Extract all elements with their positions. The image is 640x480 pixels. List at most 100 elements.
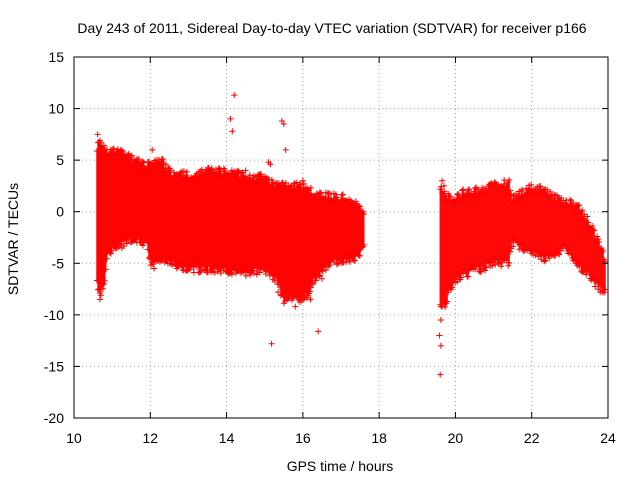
- data-point: [250, 270, 257, 277]
- data-point: [581, 211, 588, 218]
- data-point: [548, 193, 555, 200]
- data-point: [114, 242, 121, 249]
- data-point-outlier: [229, 128, 236, 135]
- data-point: [570, 199, 577, 206]
- data-point: [316, 189, 323, 196]
- data-point: [102, 266, 109, 273]
- data-point: [584, 213, 591, 220]
- data-point: [139, 158, 146, 165]
- data-point: [442, 303, 449, 310]
- data-point-outlier: [242, 167, 249, 174]
- y-tick-label: 5: [56, 152, 64, 168]
- y-axis-tick-labels: 15 10 5 0 -5 -10 -15 -20: [44, 49, 64, 426]
- data-point: [262, 270, 269, 277]
- data-point-outlier: [267, 161, 274, 168]
- data-point: [162, 161, 169, 168]
- data-point: [360, 241, 367, 248]
- data-point: [306, 288, 313, 295]
- data-point: [498, 263, 505, 270]
- data-point-outlier: [437, 317, 444, 324]
- data-point: [101, 277, 108, 284]
- data-point: [506, 176, 513, 183]
- data-point: [355, 202, 362, 209]
- data-point-outlier: [278, 117, 285, 124]
- data-point: [156, 258, 163, 265]
- data-point-outlier: [292, 303, 299, 310]
- data-point: [459, 187, 466, 194]
- data-point: [208, 165, 215, 172]
- data-point: [307, 184, 314, 191]
- data-point: [307, 284, 314, 291]
- data-point: [460, 186, 467, 193]
- y-tick-label: -5: [52, 255, 65, 271]
- data-point: [445, 289, 452, 296]
- x-tick-label: 10: [66, 430, 82, 446]
- data-point: [339, 191, 346, 198]
- data-point: [505, 262, 512, 269]
- data-point: [516, 246, 523, 253]
- data-series-sdtvar: [93, 92, 609, 378]
- data-point: [567, 196, 574, 203]
- data-point: [544, 186, 551, 193]
- data-point: [592, 283, 599, 290]
- data-point: [492, 179, 499, 186]
- data-point-outlier: [94, 131, 101, 138]
- data-point: [217, 168, 224, 175]
- data-point: [501, 177, 508, 184]
- data-point-outlier: [436, 332, 443, 339]
- data-point: [312, 277, 319, 284]
- data-point: [132, 235, 139, 242]
- data-point: [510, 243, 517, 250]
- data-point: [333, 261, 340, 268]
- data-point: [542, 257, 549, 264]
- data-point: [215, 164, 222, 171]
- data-point-outlier: [437, 371, 444, 378]
- data-point: [322, 267, 329, 273]
- data-point: [579, 207, 586, 214]
- data-point: [108, 248, 115, 255]
- data-point: [182, 172, 189, 179]
- y-tick-label: -15: [44, 358, 64, 374]
- data-point: [360, 210, 367, 217]
- data-point: [507, 248, 514, 255]
- x-axis-tick-labels: 10 12 14 16 18 20 22 24: [66, 430, 616, 446]
- data-point: [139, 242, 146, 249]
- data-point: [234, 167, 241, 174]
- data-point: [211, 269, 218, 276]
- data-point: [97, 139, 104, 146]
- data-point: [114, 146, 121, 153]
- x-tick-label: 22: [524, 430, 540, 446]
- data-point-outlier: [275, 289, 282, 296]
- data-point: [346, 258, 353, 265]
- data-point-outlier: [280, 121, 287, 128]
- data-point-outlier: [97, 286, 104, 293]
- data-point-outlier: [231, 92, 238, 99]
- data-point: [446, 192, 453, 199]
- x-axis-label: GPS time / hours: [287, 458, 394, 474]
- data-point: [300, 180, 307, 187]
- data-point-outlier: [299, 177, 306, 184]
- data-point-outlier: [307, 296, 314, 303]
- data-point: [556, 251, 563, 258]
- data-point: [339, 259, 346, 266]
- data-point: [597, 246, 604, 253]
- data-point: [149, 261, 156, 268]
- data-point: [466, 186, 473, 193]
- data-point-outlier: [227, 115, 234, 122]
- data-point: [100, 142, 107, 149]
- data-point-outlier: [282, 146, 289, 153]
- data-point: [100, 280, 107, 287]
- data-point: [221, 167, 228, 174]
- x-tick-label: 24: [600, 430, 616, 446]
- data-point: [560, 245, 567, 252]
- data-point: [103, 255, 110, 262]
- data-point: [269, 179, 276, 186]
- data-point: [492, 261, 499, 268]
- data-point: [458, 274, 465, 281]
- data-point: [472, 185, 479, 192]
- data-point: [576, 202, 583, 209]
- data-point: [97, 292, 104, 299]
- y-tick-label: -10: [44, 307, 64, 323]
- data-point: [601, 289, 608, 296]
- data-point: [168, 261, 175, 268]
